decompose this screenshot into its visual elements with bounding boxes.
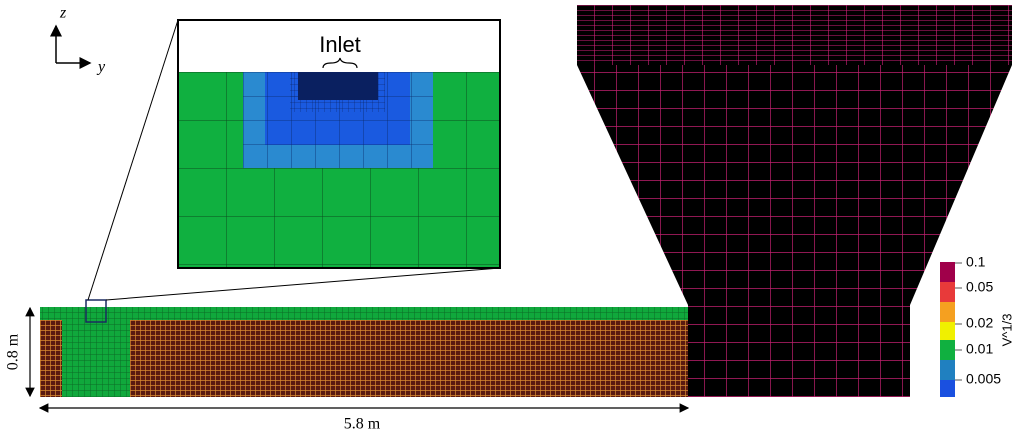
colorbar-tick-label: 0.05 [966, 279, 993, 295]
colorbar-tick-label: 0.005 [966, 371, 1001, 387]
colorbar-band [940, 360, 955, 380]
colorbar-ticks: 0.1 0.05 0.02 0.01 0.005 [955, 254, 1001, 387]
z-label: z [59, 5, 67, 22]
y-label: y [96, 59, 106, 76]
length-label: 5.8 m [344, 416, 381, 433]
colorbar-band [940, 380, 955, 397]
colorbar-band [940, 282, 955, 302]
zoom-line [106, 268, 500, 300]
tower-bottom [688, 305, 910, 397]
tower-top [577, 5, 1012, 65]
colorbar-band [940, 340, 955, 360]
mesh-top-strip [40, 307, 688, 320]
mesh-left [40, 320, 62, 397]
colorbar-tick-label: 0.1 [966, 254, 986, 270]
inlet-label: Inlet [319, 32, 361, 57]
height-label: 0.8 m [5, 333, 22, 370]
figure: z y Inlet 0.8 m 5.8 m 0.1 0.05 0.02 0.01 0.0… [0, 0, 1014, 437]
colorbar [940, 262, 955, 397]
colorbar-title: V^1/3 [999, 314, 1014, 347]
mesh-green-block [62, 320, 130, 397]
inset-inlet [298, 72, 378, 100]
mesh-main [130, 320, 688, 397]
colorbar-tick-label: 0.02 [966, 315, 993, 331]
colorbar-band [940, 322, 955, 340]
colorbar-band [940, 262, 955, 282]
colorbar-tick-label: 0.01 [966, 341, 993, 357]
colorbar-band [940, 302, 955, 322]
